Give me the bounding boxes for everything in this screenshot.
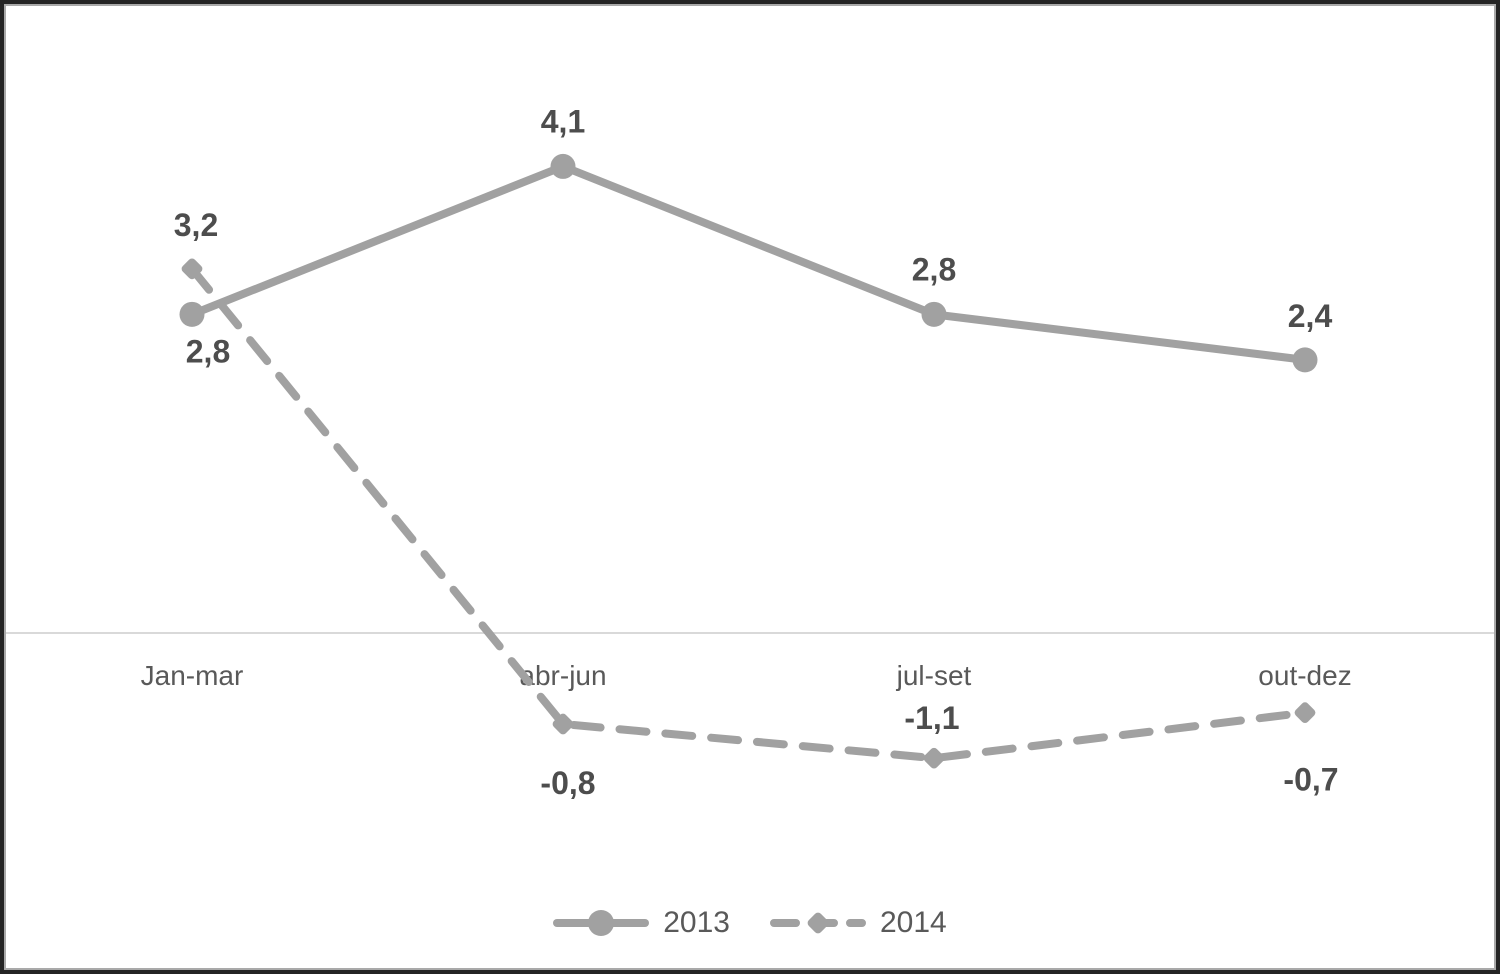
data-label-2014-out-dez: -0,7 (1283, 762, 1338, 798)
series-2014-marker (1294, 702, 1316, 724)
legend-label-2014: 2014 (880, 906, 947, 939)
data-label-2013-abr-jun: 4,1 (541, 103, 585, 139)
x-axis-label: Jan-mar (141, 660, 244, 691)
legend-item-2013: 2013 (553, 906, 730, 940)
x-axis-label: abr-jun (519, 660, 606, 691)
series-2014-line (188, 264, 1309, 763)
series-2013-marker (550, 153, 576, 179)
chart-canvas: Jan-mar abr-jun jul-set out-dez 2,8 4,1 2,8 2,4… (6, 103, 1494, 801)
legend-dashed-line-icon (770, 912, 866, 934)
legend-2013-marker-sample (588, 910, 615, 936)
chart-legend: 2013 2014 (6, 902, 1494, 944)
chart-plot-area: Jan-mar abr-jun jul-set out-dez 2,8 4,1 2,8 2,4… (4, 4, 1496, 970)
data-label-2013-jul-set: 2,8 (912, 251, 956, 287)
x-axis-label: out-dez (1258, 660, 1351, 691)
data-label-2013-out-dez: 2,4 (1288, 298, 1333, 334)
data-label-2013-Jan-mar: 2,8 (186, 333, 230, 369)
series-2013-marker (921, 301, 947, 327)
legend-2014-marker-sample (807, 912, 829, 934)
x-axis-label: jul-set (896, 660, 972, 691)
series-2014-marker (552, 713, 574, 735)
legend-label-2013: 2013 (663, 906, 730, 939)
series-2014-marker (923, 747, 945, 769)
legend-solid-line-icon (553, 910, 650, 936)
data-label-2014-abr-jun: -0,8 (540, 765, 595, 801)
legend-item-2014: 2014 (770, 906, 947, 940)
data-label-2014-jul-set: -1,1 (904, 700, 959, 736)
series-2013-marker (1292, 347, 1318, 373)
data-label-2014-Jan-mar: 3,2 (174, 207, 218, 243)
series-2013-line (188, 162, 1309, 364)
series-2014-marker (181, 258, 203, 280)
series-2013-marker (179, 301, 205, 327)
